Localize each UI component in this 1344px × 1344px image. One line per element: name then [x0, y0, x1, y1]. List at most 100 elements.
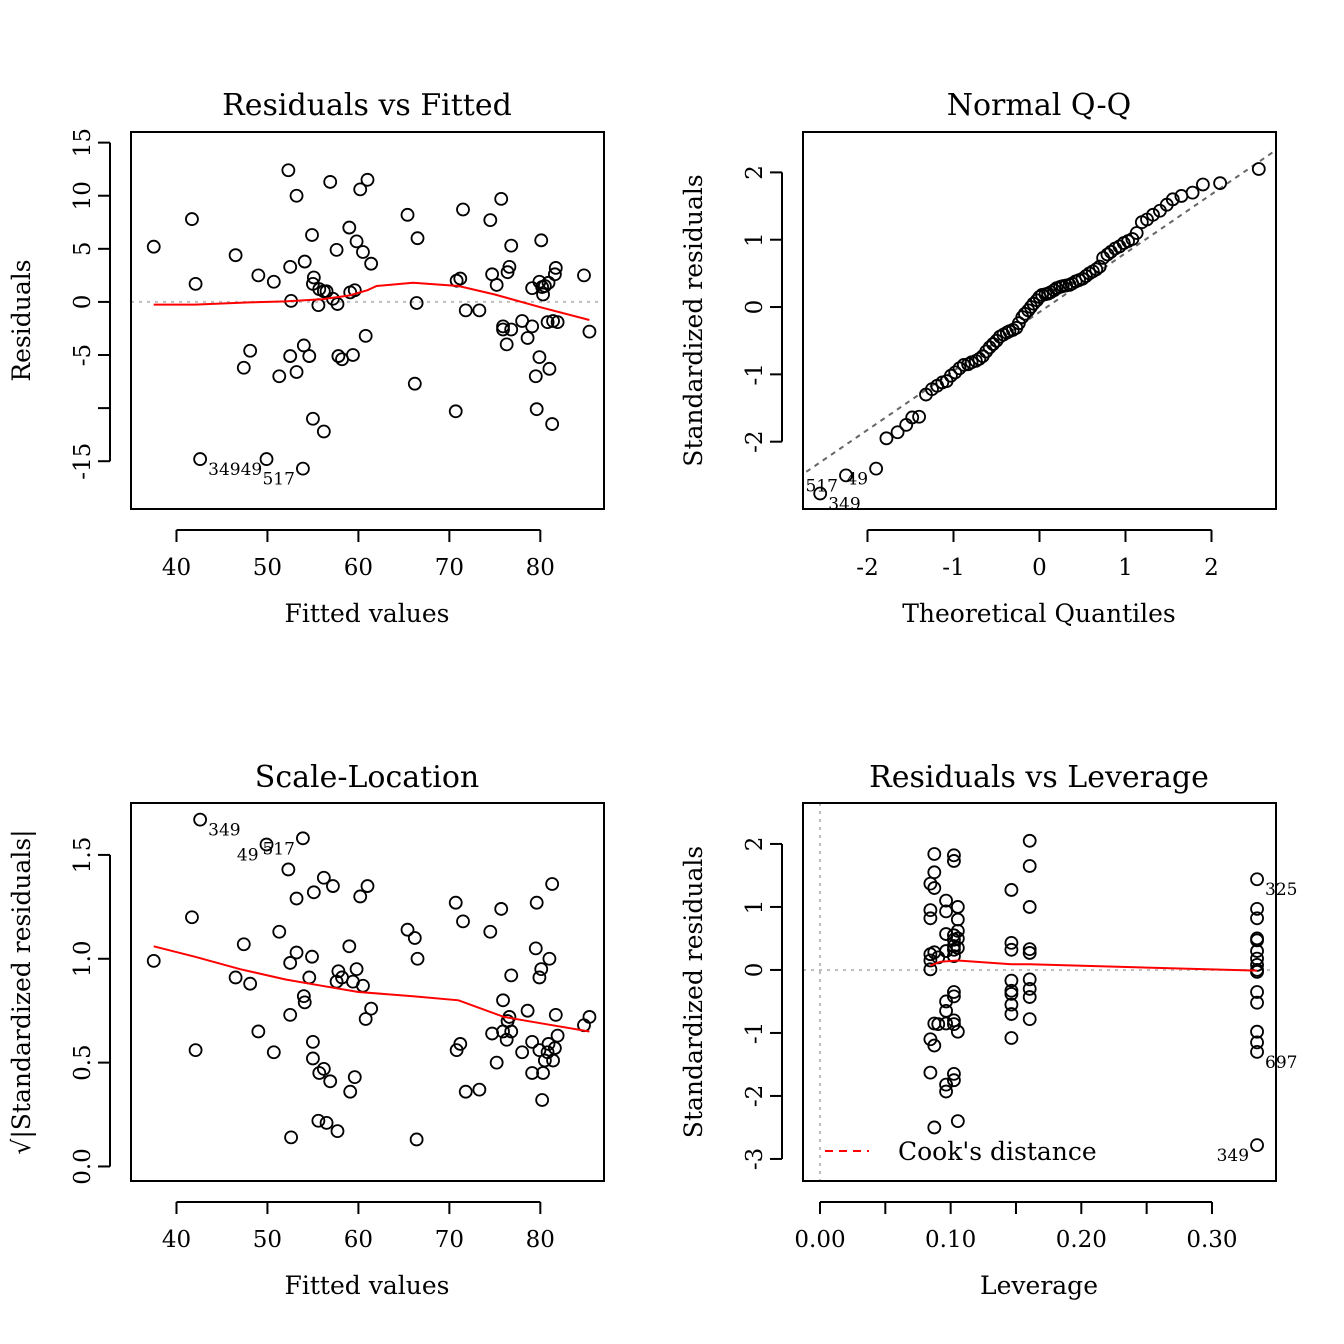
y-tick-label: 2 [742, 165, 768, 180]
data-point [950, 912, 965, 927]
plot-frame [802, 802, 1277, 1182]
data-point [266, 274, 281, 289]
data-point [330, 1124, 345, 1139]
data-point [331, 349, 346, 363]
data-point [259, 837, 274, 852]
data-point [302, 970, 317, 985]
data-point [532, 1043, 547, 1058]
data-point [947, 1067, 961, 1081]
point-label: 49 [237, 846, 259, 866]
cooks-distance-legend-label: Cook's distance [898, 1137, 1097, 1166]
data-point [923, 1065, 938, 1080]
data-point [939, 1084, 953, 1099]
plot-area [803, 803, 1276, 1181]
data-point [545, 417, 560, 431]
y-tick-label: -2 [742, 430, 768, 452]
data-point [353, 182, 368, 197]
data-point [305, 228, 319, 242]
data-point [483, 924, 498, 939]
x-tick-label: 0.10 [925, 1227, 976, 1253]
data-point [548, 1007, 563, 1022]
x-tick-label: 0.00 [794, 1227, 845, 1253]
data-point [1079, 269, 1093, 283]
plot-title: Scale-Location [255, 760, 479, 795]
data-point [302, 349, 317, 363]
data-point [312, 1066, 327, 1080]
data-point [923, 903, 938, 917]
y-tick-label: -1 [742, 363, 768, 385]
plot-frame [130, 131, 605, 510]
data-point [1022, 990, 1037, 1004]
plot-title: Normal Q-Q [947, 88, 1132, 123]
data-point [146, 953, 161, 968]
plot-frame [130, 802, 605, 1182]
data-point [1129, 226, 1144, 240]
data-point [347, 283, 362, 298]
data-point [283, 956, 298, 970]
data-point [500, 265, 515, 280]
data-point [950, 1114, 965, 1129]
data-point [326, 879, 340, 893]
data-point [400, 207, 415, 222]
data-point [813, 486, 828, 501]
data-point [483, 213, 498, 228]
data-point [950, 931, 965, 946]
x-axis-label: Fitted values [285, 599, 450, 628]
data-point [537, 279, 552, 293]
data-point [289, 945, 304, 960]
data-point [939, 904, 953, 919]
y-tick-label: 10 [70, 181, 96, 210]
data-point [1022, 972, 1037, 987]
data-point [1004, 1031, 1019, 1045]
data-point [947, 854, 961, 868]
x-tick-label: 60 [344, 555, 373, 581]
y-tick-label: 1 [742, 900, 768, 915]
data-point [1185, 185, 1200, 200]
data-point [306, 411, 320, 426]
data-point [1022, 942, 1037, 957]
plot-panel-1: Residuals vs Fitted Fitted values Residual… [7, 88, 605, 628]
data-point [582, 324, 597, 339]
data-point [316, 1061, 331, 1076]
data-point [281, 163, 296, 178]
y-tick-label: 0 [70, 295, 96, 310]
data-point [319, 1115, 334, 1130]
data-point [296, 461, 310, 476]
data-point [458, 303, 473, 318]
data-point [306, 270, 321, 285]
data-point [1004, 973, 1019, 988]
y-tick-label: -15 [70, 443, 96, 480]
data-point [409, 1132, 424, 1147]
x-tick-label: 2 [1204, 555, 1219, 581]
data-point [525, 319, 540, 334]
data-point [1022, 859, 1037, 873]
data-point [1250, 1138, 1264, 1152]
data-point [536, 287, 550, 302]
x-tick-label: 50 [253, 1227, 282, 1253]
y-tick-label: -2 [742, 1085, 768, 1107]
x-axis-label: Leverage [980, 1271, 1098, 1300]
data-point [456, 202, 470, 217]
data-point [979, 344, 994, 359]
data-point [283, 349, 298, 363]
data-point [1250, 944, 1264, 958]
data-point [1004, 935, 1019, 950]
data-point [409, 296, 424, 310]
data-point [400, 922, 415, 937]
x-tick-label: 50 [253, 555, 282, 581]
data-point [950, 900, 965, 914]
x-tick-label: 0.30 [1186, 1227, 1237, 1253]
data-point [952, 361, 967, 376]
data-point [259, 452, 274, 466]
data-point [283, 259, 298, 274]
data-point [1250, 933, 1264, 948]
data-point [1022, 900, 1037, 914]
data-point [289, 188, 304, 203]
data-point [489, 1055, 504, 1070]
data-point [931, 1017, 946, 1032]
x-tick-label: -2 [856, 555, 878, 581]
data-point [251, 1024, 266, 1039]
data-point [950, 1024, 965, 1039]
data-point [535, 1093, 550, 1107]
